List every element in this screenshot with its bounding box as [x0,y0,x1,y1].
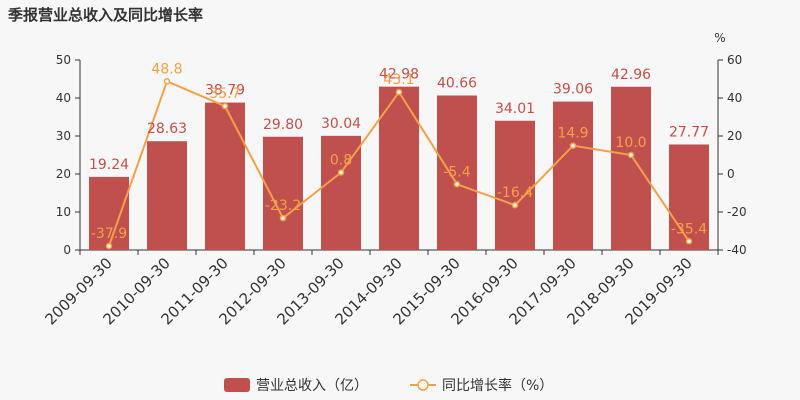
line-value-label: 43.1 [383,72,414,88]
line-value-label: 0.8 [330,152,352,168]
bar-value-label: 42.98 [379,67,419,83]
y-left-tick-label: 50 [56,53,71,67]
labels-group: 19.24 28.63 38.79 29.80 30.04 42.98 40.66 34.01… [89,61,709,242]
bar-value-label: 29.80 [263,117,303,133]
legend-line-marker [417,379,429,391]
line-point [279,214,287,222]
y-right-tick-label: 0 [727,167,735,181]
line-point [163,78,171,85]
bar-value-label: 38.79 [205,83,245,99]
bar-value-label: 27.77 [669,124,709,140]
bar [262,136,304,250]
line-point [685,238,693,245]
y-right-unit: % [714,31,725,45]
line-value-label: -35.4 [671,221,707,237]
y-right-tick-label: 40 [727,91,742,105]
legend-bar-swatch [224,378,250,392]
line-point [337,169,345,176]
y-right-tick-label: -40 [727,243,747,257]
bar [668,144,710,250]
bar-value-label: 42.96 [611,67,651,83]
bar-value-label: 39.06 [553,82,593,98]
chart-title: 季报营业总收入及同比增长率 [8,6,204,24]
bar [494,120,536,251]
line-value-label: 10.0 [615,135,646,151]
bar [610,86,652,250]
line-value-label: -23.2 [265,198,301,214]
y-left-tick-label: 20 [56,167,71,181]
line-value-label: -37.9 [91,226,127,242]
y-left-tick-label: 10 [56,205,71,219]
y-right-tick-label: -20 [727,205,747,219]
y-left-tick-label: 0 [63,243,71,257]
legend-line-label: 同比增长率（%） [442,377,553,394]
bar [88,176,130,250]
bar-value-label: 28.63 [147,121,187,137]
line-value-label: 14.9 [557,126,588,142]
line-value-label: -5.4 [443,164,470,180]
y-left-tick-label: 30 [56,129,71,143]
line-value-label: 48.8 [151,61,182,77]
bar [204,102,246,251]
bar-value-label: 34.01 [495,101,535,117]
bar [436,95,478,250]
line-group [105,78,693,250]
bar-value-label: 40.66 [437,75,477,91]
bars-group [88,86,710,251]
y-left-tick-label: 40 [56,91,71,105]
y-right-tick-label: 20 [727,129,742,143]
line-value-label: -16.4 [497,185,533,201]
line-point [569,142,577,149]
y-right-tick-label: 60 [727,53,742,67]
line-point [511,201,519,209]
legend-bar-label: 营业总收入（亿） [256,378,368,394]
legend: 营业总收入（亿） 同比增长率（%） [224,377,553,394]
bar [552,101,594,251]
line-point [627,151,635,159]
line-value-label: 35.7 [209,86,240,102]
line-point [105,242,113,250]
line-point [453,181,461,188]
line-point [221,102,229,110]
bar [146,141,188,250]
bar-value-label: 19.24 [89,157,129,173]
bar-value-label: 30.04 [321,116,361,132]
line-point [395,88,403,96]
